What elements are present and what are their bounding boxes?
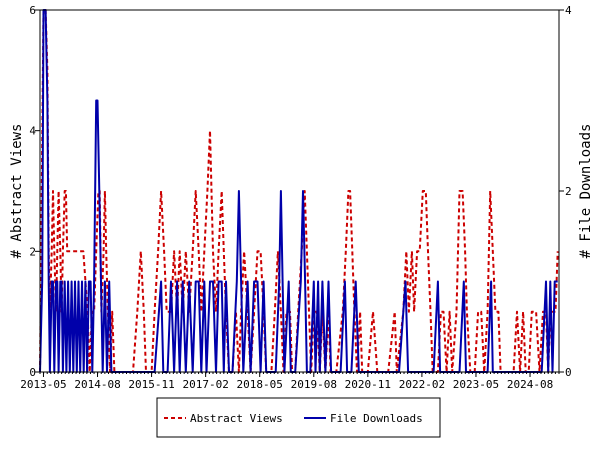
- legend-box: [156, 397, 441, 438]
- x-tick-label-6: 2020-11: [345, 378, 391, 391]
- legend-label-abstract-views: Abstract Views: [190, 412, 283, 425]
- x-tick-label-5: 2019-08: [291, 378, 337, 391]
- right-tick-label-1: 2: [565, 185, 572, 198]
- right-axis-title: # File Downloads: [578, 124, 594, 259]
- left-tick-label-3: 6: [29, 4, 36, 17]
- x-tick-label-1: 2014-08: [74, 378, 120, 391]
- legend-label-file-downloads: File Downloads: [330, 412, 423, 425]
- x-tick-label-3: 2017-02: [182, 378, 228, 391]
- left-tick-label-1: 2: [29, 245, 36, 258]
- left-tick-label-0: 0: [29, 366, 36, 379]
- x-tick-label-0: 2013-05: [20, 378, 66, 391]
- x-tick-label-8: 2023-05: [453, 378, 499, 391]
- ticks-layer: 0 2 4 6 0 2 4 2013-05 2014-08 2015-11 2017-02 2018-…: [20, 4, 572, 391]
- x-tick-label-2: 2015-11: [128, 378, 174, 391]
- left-tick-label-2: 4: [29, 125, 36, 138]
- legend: Abstract Views File Downloads: [156, 397, 441, 438]
- left-axis-title: # Abstract Views: [9, 124, 25, 259]
- right-tick-label-2: 4: [565, 4, 572, 17]
- x-tick-label-7: 2022-02: [399, 378, 445, 391]
- x-tick-label-4: 2018-05: [237, 378, 283, 391]
- right-tick-label-0: 0: [565, 366, 572, 379]
- x-tick-label-9: 2024-08: [507, 378, 553, 391]
